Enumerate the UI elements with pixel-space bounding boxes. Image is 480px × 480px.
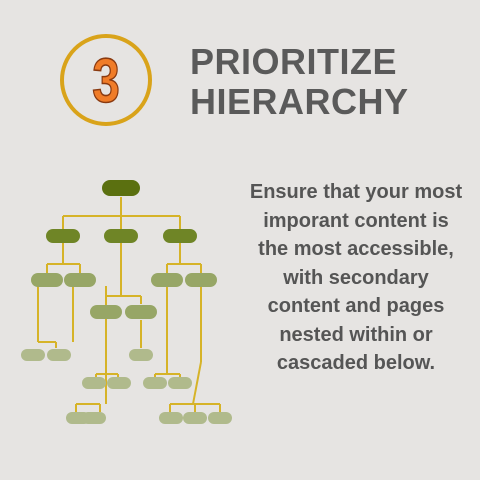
title-line-2: HIERARCHY [190,81,409,122]
tree-node-level2 [125,305,157,319]
tree-node-root [102,180,140,196]
badge-number: 3 [92,46,120,116]
tree-node-leaf [183,412,207,424]
tree-node-level2 [64,273,96,287]
step-number-badge: 3 [58,32,154,128]
title-line-1: PRIORITIZE [190,41,398,82]
tree-node-level2 [31,273,63,287]
tree-node-leaf [21,349,45,361]
description-text: Ensure that your most imporant content i… [249,181,463,374]
tree-node-leaf [82,377,106,389]
tree-node-level2 [151,273,183,287]
tree-connector-line [192,361,202,405]
tree-node-leaf [159,412,183,424]
tree-node-leaf [107,377,131,389]
page-title: PRIORITIZE HIERARCHY [190,42,409,122]
tree-node-leaf [82,412,106,424]
tree-node-level2 [90,305,122,319]
tree-node-leaf [47,349,71,361]
tree-node-leaf [208,412,232,424]
tree-node-leaf [168,377,192,389]
hierarchy-tree-diagram [0,160,240,430]
badge-ring [60,34,152,126]
tree-node-level1 [104,229,138,243]
tree-node-level2 [185,273,217,287]
tree-node-leaf [143,377,167,389]
tree-node-level1 [46,229,80,243]
tree-node-level1 [163,229,197,243]
tree-node-leaf [129,349,153,361]
